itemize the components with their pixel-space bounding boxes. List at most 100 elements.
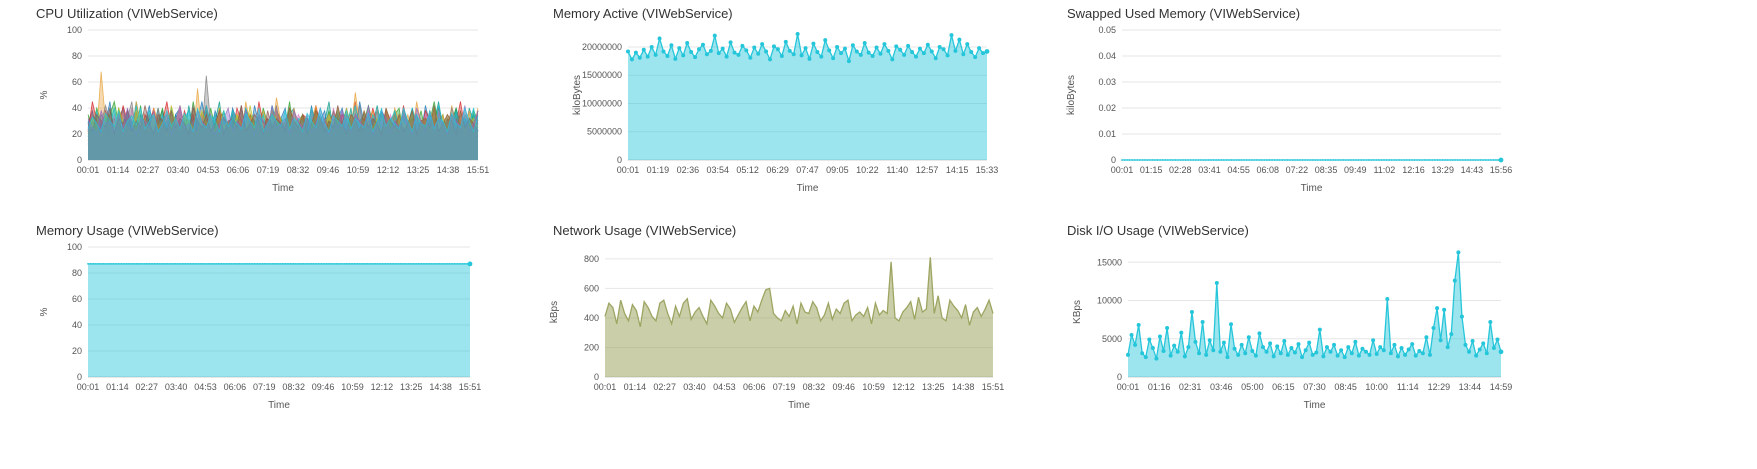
- data-point[interactable]: [708, 48, 713, 53]
- data-point[interactable]: [133, 263, 136, 265]
- data-point[interactable]: [384, 263, 387, 265]
- data-point[interactable]: [756, 51, 761, 56]
- data-point[interactable]: [1491, 345, 1496, 350]
- data-point[interactable]: [1347, 159, 1350, 161]
- data-point[interactable]: [1463, 342, 1468, 347]
- data-point[interactable]: [1236, 352, 1241, 357]
- data-point[interactable]: [1165, 326, 1170, 331]
- data-point[interactable]: [791, 52, 796, 57]
- data-point[interactable]: [913, 54, 918, 59]
- data-point[interactable]: [225, 263, 228, 265]
- data-point[interactable]: [1154, 356, 1159, 361]
- data-point[interactable]: [1159, 159, 1162, 161]
- data-point[interactable]: [322, 263, 325, 265]
- data-point[interactable]: [1276, 159, 1279, 161]
- data-point[interactable]: [110, 263, 112, 265]
- data-point[interactable]: [346, 263, 348, 265]
- data-point[interactable]: [148, 263, 151, 265]
- data-point[interactable]: [176, 263, 179, 265]
- data-point[interactable]: [1141, 159, 1144, 161]
- data-point[interactable]: [287, 263, 289, 265]
- data-point[interactable]: [1126, 159, 1128, 161]
- data-point[interactable]: [435, 263, 438, 265]
- data-point[interactable]: [1263, 159, 1266, 161]
- memory-usage-chart[interactable]: 0 20 40 60 80 100 00:01 01:14 02:27 03:40 04:53 06:…: [36, 223, 596, 423]
- data-point[interactable]: [1474, 353, 1479, 358]
- data-point[interactable]: [179, 263, 182, 265]
- data-point[interactable]: [1352, 159, 1355, 161]
- data-point[interactable]: [1271, 159, 1273, 161]
- data-point[interactable]: [1143, 355, 1148, 360]
- data-point[interactable]: [328, 263, 330, 265]
- data-point[interactable]: [99, 263, 102, 265]
- data-point[interactable]: [973, 55, 978, 60]
- data-point[interactable]: [1245, 159, 1248, 161]
- data-point[interactable]: [1477, 347, 1482, 352]
- data-point[interactable]: [169, 263, 171, 265]
- data-point[interactable]: [161, 263, 164, 265]
- data-point[interactable]: [673, 56, 678, 61]
- data-point[interactable]: [1126, 352, 1130, 357]
- data-point[interactable]: [1413, 159, 1416, 161]
- data-point[interactable]: [102, 263, 105, 265]
- data-point[interactable]: [1454, 159, 1457, 161]
- data-point[interactable]: [1374, 352, 1379, 357]
- data-point[interactable]: [212, 263, 215, 265]
- data-point[interactable]: [1179, 159, 1182, 161]
- data-point[interactable]: [428, 263, 430, 265]
- data-point[interactable]: [637, 55, 642, 60]
- data-point[interactable]: [135, 263, 138, 265]
- data-point[interactable]: [97, 263, 100, 265]
- data-point[interactable]: [1169, 159, 1172, 161]
- data-point[interactable]: [831, 56, 836, 61]
- data-point[interactable]: [1392, 342, 1397, 347]
- data-point[interactable]: [977, 46, 982, 51]
- data-point[interactable]: [629, 57, 634, 62]
- data-point[interactable]: [1385, 159, 1388, 161]
- data-point[interactable]: [775, 47, 780, 52]
- data-point[interactable]: [850, 43, 855, 48]
- data-point[interactable]: [1310, 352, 1315, 357]
- data-point[interactable]: [1246, 335, 1251, 340]
- data-point[interactable]: [1472, 159, 1474, 161]
- data-point[interactable]: [1360, 159, 1362, 161]
- data-point[interactable]: [712, 33, 717, 38]
- data-point[interactable]: [771, 44, 776, 49]
- data-point[interactable]: [1395, 354, 1400, 359]
- data-point[interactable]: [453, 263, 456, 265]
- data-point[interactable]: [158, 263, 161, 265]
- data-point[interactable]: [320, 263, 323, 265]
- data-point[interactable]: [1186, 345, 1191, 350]
- data-point[interactable]: [369, 263, 371, 265]
- data-point[interactable]: [1350, 159, 1352, 161]
- data-point[interactable]: [685, 41, 690, 45]
- data-point[interactable]: [1339, 159, 1342, 161]
- data-point[interactable]: [279, 263, 282, 265]
- data-point[interactable]: [251, 263, 253, 265]
- data-point[interactable]: [1278, 351, 1283, 356]
- data-point[interactable]: [933, 56, 938, 61]
- data-point[interactable]: [764, 49, 769, 54]
- data-point[interactable]: [292, 263, 294, 265]
- data-point[interactable]: [1200, 319, 1205, 324]
- data-point[interactable]: [697, 47, 702, 52]
- data-point[interactable]: [207, 263, 210, 265]
- data-point[interactable]: [1393, 159, 1396, 161]
- data-point[interactable]: [803, 46, 808, 51]
- data-point[interactable]: [1410, 342, 1415, 347]
- data-point[interactable]: [1221, 340, 1226, 345]
- data-point[interactable]: [1253, 353, 1258, 358]
- data-point[interactable]: [1282, 339, 1287, 344]
- data-point[interactable]: [171, 263, 174, 265]
- data-point[interactable]: [1123, 159, 1126, 161]
- last-data-point[interactable]: [984, 49, 990, 54]
- data-point[interactable]: [94, 263, 97, 265]
- data-point[interactable]: [389, 263, 392, 265]
- data-point[interactable]: [164, 263, 166, 265]
- data-point[interactable]: [1484, 351, 1489, 356]
- data-point[interactable]: [1243, 351, 1248, 356]
- data-point[interactable]: [115, 263, 118, 265]
- data-point[interactable]: [333, 263, 336, 265]
- data-point[interactable]: [1378, 159, 1380, 161]
- data-point[interactable]: [1418, 159, 1421, 161]
